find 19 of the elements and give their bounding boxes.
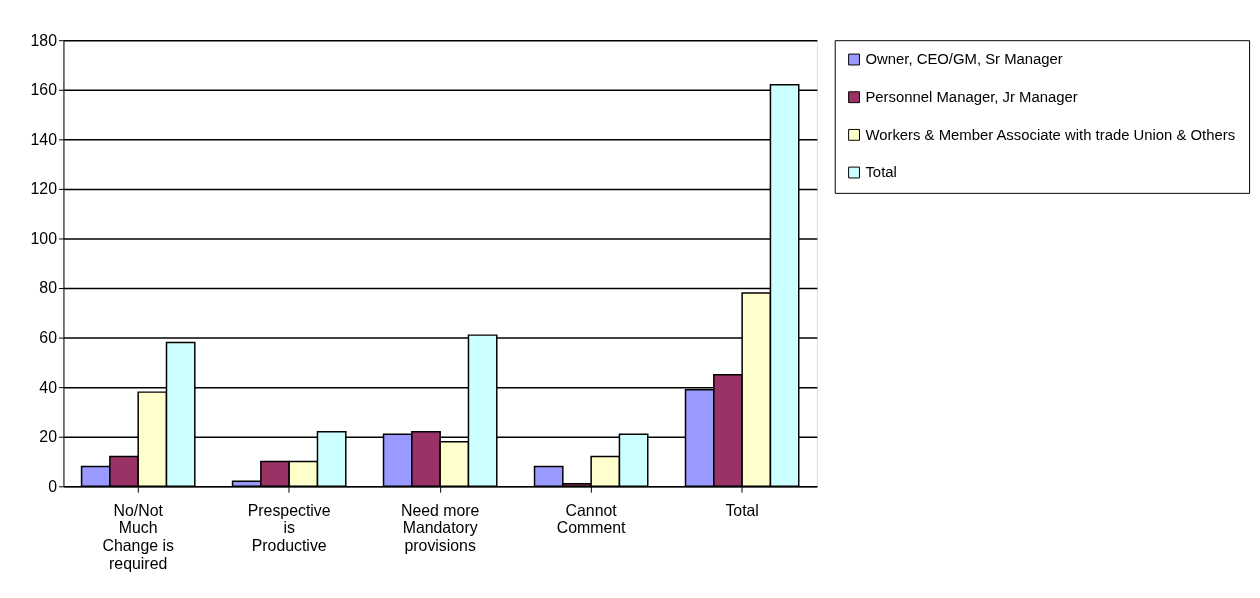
y-tick-label: 60 bbox=[39, 329, 58, 347]
y-tick-label: 0 bbox=[48, 477, 58, 495]
y-tick-label: 40 bbox=[39, 378, 58, 396]
legend-label: Total bbox=[865, 164, 897, 181]
legend-label: Personnel Manager, Jr Manager bbox=[865, 89, 1078, 106]
y-tick-label: 120 bbox=[30, 180, 58, 198]
y-tick-label: 140 bbox=[30, 130, 58, 148]
y-tick-label: 100 bbox=[30, 229, 58, 247]
legend-label: Owner, CEO/GM, Sr Manager bbox=[865, 51, 1063, 68]
x-tick-label: Need more Mandatory provisions bbox=[400, 501, 480, 555]
legend-label: Workers & Member Associate with trade Union & Others bbox=[865, 126, 1236, 143]
y-tick-label: 160 bbox=[30, 81, 58, 99]
y-tick-label: 80 bbox=[39, 279, 58, 297]
x-tick-label: No/Not Much Change is required bbox=[102, 501, 174, 573]
x-tick-label: Cannot Comment bbox=[556, 501, 627, 537]
y-tick-label: 180 bbox=[30, 31, 58, 49]
x-tick-label: Total bbox=[725, 501, 759, 519]
y-tick-label: 20 bbox=[39, 428, 58, 446]
x-tick-label: Prespective is Productive bbox=[247, 501, 331, 555]
